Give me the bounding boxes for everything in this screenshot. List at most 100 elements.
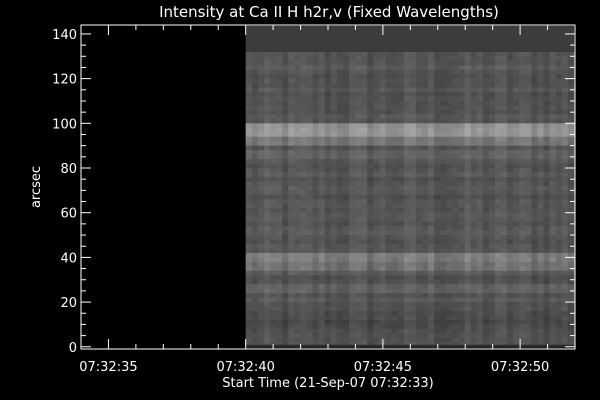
heatmap-cell: [488, 203, 496, 209]
heatmap-cell: [452, 203, 460, 209]
heatmap-cell: [549, 261, 557, 267]
heatmap-cell: [269, 185, 277, 191]
heatmap-cell: [415, 172, 423, 178]
heatmap-cell: [494, 78, 502, 84]
heatmap-cell: [349, 56, 356, 62]
heatmap-cell: [488, 105, 496, 111]
heatmap-cell: [525, 190, 533, 196]
heatmap-cell: [494, 279, 502, 285]
heatmap-cell: [531, 261, 539, 267]
heatmap-cell: [263, 284, 271, 290]
heatmap-cell: [373, 109, 381, 115]
heatmap-cell: [245, 78, 253, 84]
heatmap-cell: [379, 261, 387, 267]
heatmap-cell: [373, 217, 381, 223]
heatmap-cell: [385, 100, 393, 107]
heatmap-cell: [294, 150, 301, 156]
heatmap-cell: [476, 324, 484, 330]
heatmap-cell: [330, 150, 338, 156]
heatmap-cell: [555, 65, 563, 71]
heatmap-cell: [257, 328, 265, 334]
heatmap-cell: [349, 118, 356, 124]
heatmap-cell: [543, 145, 551, 151]
heatmap-cell: [361, 279, 368, 285]
heatmap-cell: [276, 78, 283, 84]
heatmap-cell: [507, 266, 514, 272]
heatmap-cell: [367, 230, 374, 236]
heatmap-cell: [415, 145, 423, 151]
heatmap-cell: [507, 333, 514, 339]
heatmap-cell: [458, 176, 466, 183]
heatmap-cell: [513, 194, 520, 200]
heatmap-cell: [367, 226, 374, 232]
heatmap-cell: [537, 208, 545, 214]
heatmap-cell: [555, 123, 563, 129]
heatmap-cell: [543, 65, 551, 71]
heatmap-cell: [373, 337, 381, 343]
heatmap-cell: [349, 194, 356, 200]
heatmap-cell: [470, 150, 478, 156]
heatmap-cell: [294, 190, 301, 196]
heatmap-cell: [276, 230, 283, 236]
heatmap-cell: [470, 74, 478, 80]
heatmap-cell: [245, 212, 253, 218]
heatmap-cell: [446, 315, 453, 321]
heatmap-cell: [507, 145, 514, 151]
heatmap-cell: [452, 56, 460, 62]
heatmap-cell: [257, 275, 265, 281]
heatmap-cell: [361, 51, 368, 57]
heatmap-cell: [391, 132, 399, 138]
heatmap-cell: [336, 230, 344, 236]
heatmap-cell: [336, 136, 344, 142]
heatmap-cell: [245, 60, 253, 66]
heatmap-cell: [330, 78, 338, 84]
heatmap-cell: [282, 163, 289, 169]
heatmap-cell: [434, 199, 441, 205]
heatmap-cell: [494, 266, 502, 272]
heatmap-cell: [543, 311, 551, 317]
heatmap-cell: [318, 324, 326, 330]
heatmap-cell: [543, 217, 551, 223]
heatmap-cell: [263, 74, 271, 80]
heatmap-cell: [415, 56, 423, 62]
heatmap-cell: [245, 288, 253, 294]
heatmap-cell: [288, 83, 295, 89]
heatmap-cell: [494, 275, 502, 281]
heatmap-cell: [385, 248, 393, 254]
heatmap-cell: [245, 328, 253, 334]
heatmap-cell: [458, 109, 466, 115]
heatmap-cell: [543, 212, 551, 218]
heatmap-cell: [385, 203, 393, 209]
heatmap-cell: [361, 172, 368, 178]
heatmap-cell: [349, 127, 356, 133]
heatmap-cell: [330, 199, 338, 205]
heatmap-cell: [373, 83, 381, 89]
heatmap-cell: [397, 132, 405, 138]
heatmap-cell: [555, 199, 563, 205]
heatmap-cell: [269, 279, 277, 285]
heatmap-cell: [476, 199, 484, 205]
heatmap-cell: [251, 185, 259, 191]
heatmap-cell: [513, 60, 520, 66]
heatmap-cell: [555, 190, 563, 196]
heatmap-cell: [336, 56, 344, 62]
heatmap-cell: [318, 257, 326, 263]
heatmap-cell: [434, 141, 441, 147]
heatmap-cell: [294, 319, 301, 326]
heatmap-cell: [476, 118, 484, 124]
heatmap-cell: [440, 194, 447, 200]
heatmap-cell: [428, 333, 435, 339]
heatmap-cell: [355, 297, 362, 303]
heatmap-cell: [385, 141, 393, 147]
heatmap-cell: [446, 284, 453, 290]
heatmap-cell: [324, 65, 332, 71]
heatmap-cell: [452, 270, 460, 276]
heatmap-cell: [367, 266, 374, 272]
heatmap-cell: [312, 199, 320, 205]
heatmap-cell: [549, 239, 557, 245]
heatmap-cell: [342, 56, 350, 62]
heatmap-cell: [428, 114, 435, 120]
heatmap-cell: [531, 190, 539, 196]
heatmap-cell: [391, 311, 399, 317]
heatmap-cell: [379, 275, 387, 281]
